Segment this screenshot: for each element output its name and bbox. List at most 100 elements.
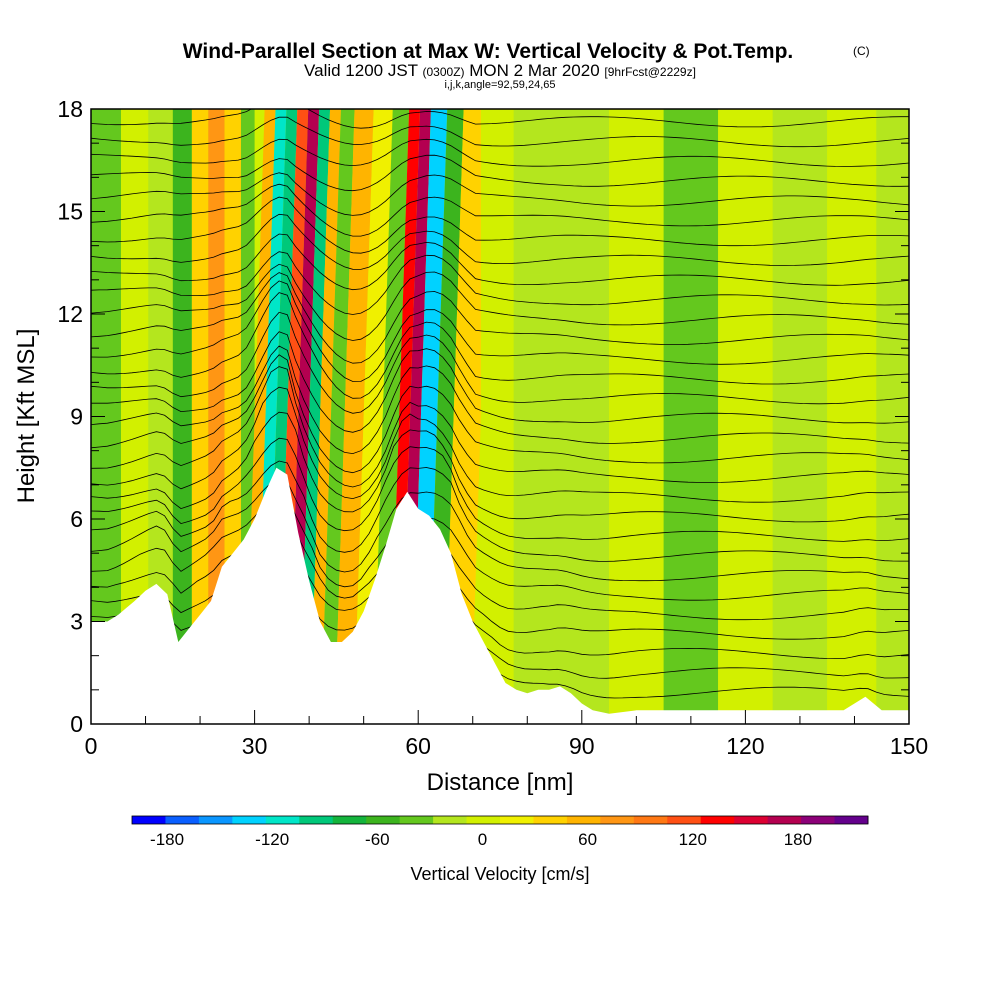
colorbar-tick-label: 120 xyxy=(679,830,707,849)
velocity-band xyxy=(827,109,877,724)
colorbar-swatch xyxy=(801,816,836,824)
velocity-band xyxy=(172,109,192,724)
colorbar-swatch xyxy=(667,816,702,824)
x-tick-label: 60 xyxy=(405,733,431,759)
x-tick-label: 30 xyxy=(242,733,268,759)
colorbar-tick-label: -120 xyxy=(255,830,289,849)
isentrope-line xyxy=(91,154,909,192)
velocity-band xyxy=(310,109,341,724)
colorbar-swatch xyxy=(198,816,233,824)
isentrope-line xyxy=(91,494,909,601)
isentrope-line xyxy=(91,411,909,523)
x-axis: 0 30 60 90 120 150 xyxy=(85,710,928,759)
colorbar-swatch xyxy=(433,816,468,824)
velocity-band xyxy=(876,109,909,724)
isentrope-line xyxy=(91,172,909,216)
chart-title: Wind-Parallel Section at Max W: Vertical… xyxy=(183,40,794,63)
isentrope-line xyxy=(91,311,909,414)
colorbar-tick-label: 60 xyxy=(578,830,597,849)
chart-subtitle: Valid 1200 JST (0300Z) MON 2 Mar 2020 [9… xyxy=(304,61,696,80)
colorbar-label: Vertical Velocity [cm/s] xyxy=(410,864,589,884)
isentrope-line xyxy=(91,109,909,129)
velocity-band xyxy=(663,109,719,724)
velocity-band xyxy=(148,109,173,724)
velocity-band xyxy=(208,109,225,724)
colorbar-swatch xyxy=(767,816,802,824)
colorbar-swatch xyxy=(466,816,501,824)
y-tick-label: 18 xyxy=(57,96,83,122)
colorbar-swatch xyxy=(399,816,434,824)
colorbar-swatch xyxy=(332,816,367,824)
velocity-band xyxy=(554,109,610,724)
isentrope-line xyxy=(91,196,909,254)
subtitle-utc: (0300Z) xyxy=(423,65,465,79)
colorbar-swatch xyxy=(500,816,534,824)
x-tick-label: 150 xyxy=(890,733,928,759)
y-axis: 0 3 6 9 12 15 18 xyxy=(57,96,909,737)
colorbar-tick-label: -60 xyxy=(365,830,390,849)
isentrope-line xyxy=(91,331,909,433)
subtitle-date: MON 2 Mar 2020 xyxy=(469,61,599,80)
colorbar-swatch xyxy=(366,816,401,824)
y-tick-label: 0 xyxy=(70,711,83,737)
colorbar-swatch xyxy=(633,816,668,824)
isentrope-line xyxy=(91,213,909,270)
colorbar-swatch xyxy=(265,816,300,824)
isentrope-line xyxy=(91,478,909,582)
y-tick-label: 12 xyxy=(57,301,83,327)
colorbar: -180 -120 -60 0 60 120 180 xyxy=(131,815,869,849)
colorbar-swatch xyxy=(834,816,869,824)
isentrope-line xyxy=(91,460,909,562)
colorbar-swatch xyxy=(734,816,769,824)
velocity-band xyxy=(91,109,121,724)
colorbar-tick-label: 0 xyxy=(478,830,487,849)
y-tick-label: 9 xyxy=(70,404,83,430)
isentrope-line xyxy=(91,251,909,315)
velocity-band xyxy=(609,109,664,724)
x-tick-label: 90 xyxy=(569,733,595,759)
colorbar-swatch xyxy=(299,816,334,824)
colorbar-tick-label: 180 xyxy=(784,830,812,849)
velocity-band xyxy=(353,109,393,724)
colorbar-swatch xyxy=(165,816,200,824)
y-tick-label: 15 xyxy=(57,199,83,225)
terrain-mask xyxy=(91,467,909,724)
isentrope-line xyxy=(91,366,909,488)
isentrope-line xyxy=(91,437,909,542)
y-tick-label: 6 xyxy=(70,506,83,532)
x-tick-label: 120 xyxy=(726,733,764,759)
isentrope-line xyxy=(91,138,909,167)
velocity-band xyxy=(718,109,773,724)
velocity-band xyxy=(120,109,149,724)
isentrope-line xyxy=(91,354,909,474)
velocity-band xyxy=(772,109,828,724)
velocity-band xyxy=(299,109,331,724)
subtitle-forecast: [9hrFcst@2229z] xyxy=(604,65,696,79)
velocity-field xyxy=(91,109,909,724)
isentrope-line xyxy=(91,263,909,341)
colorbar-swatch xyxy=(533,816,568,824)
isentrope-line xyxy=(91,292,909,399)
isentrope-line xyxy=(91,386,909,503)
isentrope-line xyxy=(91,183,909,237)
isentrope-line xyxy=(91,513,909,621)
isentrope-line xyxy=(91,345,909,455)
isentrope-line xyxy=(91,272,909,364)
colorbar-swatch xyxy=(232,816,267,824)
plot-area xyxy=(91,109,909,724)
velocity-band xyxy=(443,109,491,724)
colorbar-frame xyxy=(131,815,869,825)
colorbar-swatch xyxy=(132,816,166,824)
isentrope-line xyxy=(91,280,909,382)
isentrope-line xyxy=(91,116,909,148)
velocity-band xyxy=(320,109,355,724)
colorbar-tick-label: -180 xyxy=(150,830,184,849)
colorbar-swatch xyxy=(566,816,601,824)
isentrope-line xyxy=(91,233,909,291)
y-tick-label: 3 xyxy=(70,609,83,635)
velocity-band xyxy=(191,109,209,724)
colorbar-swatch xyxy=(600,816,635,824)
subtitle-valid: Valid 1200 JST xyxy=(304,61,418,80)
colorbar-swatch xyxy=(700,816,735,824)
